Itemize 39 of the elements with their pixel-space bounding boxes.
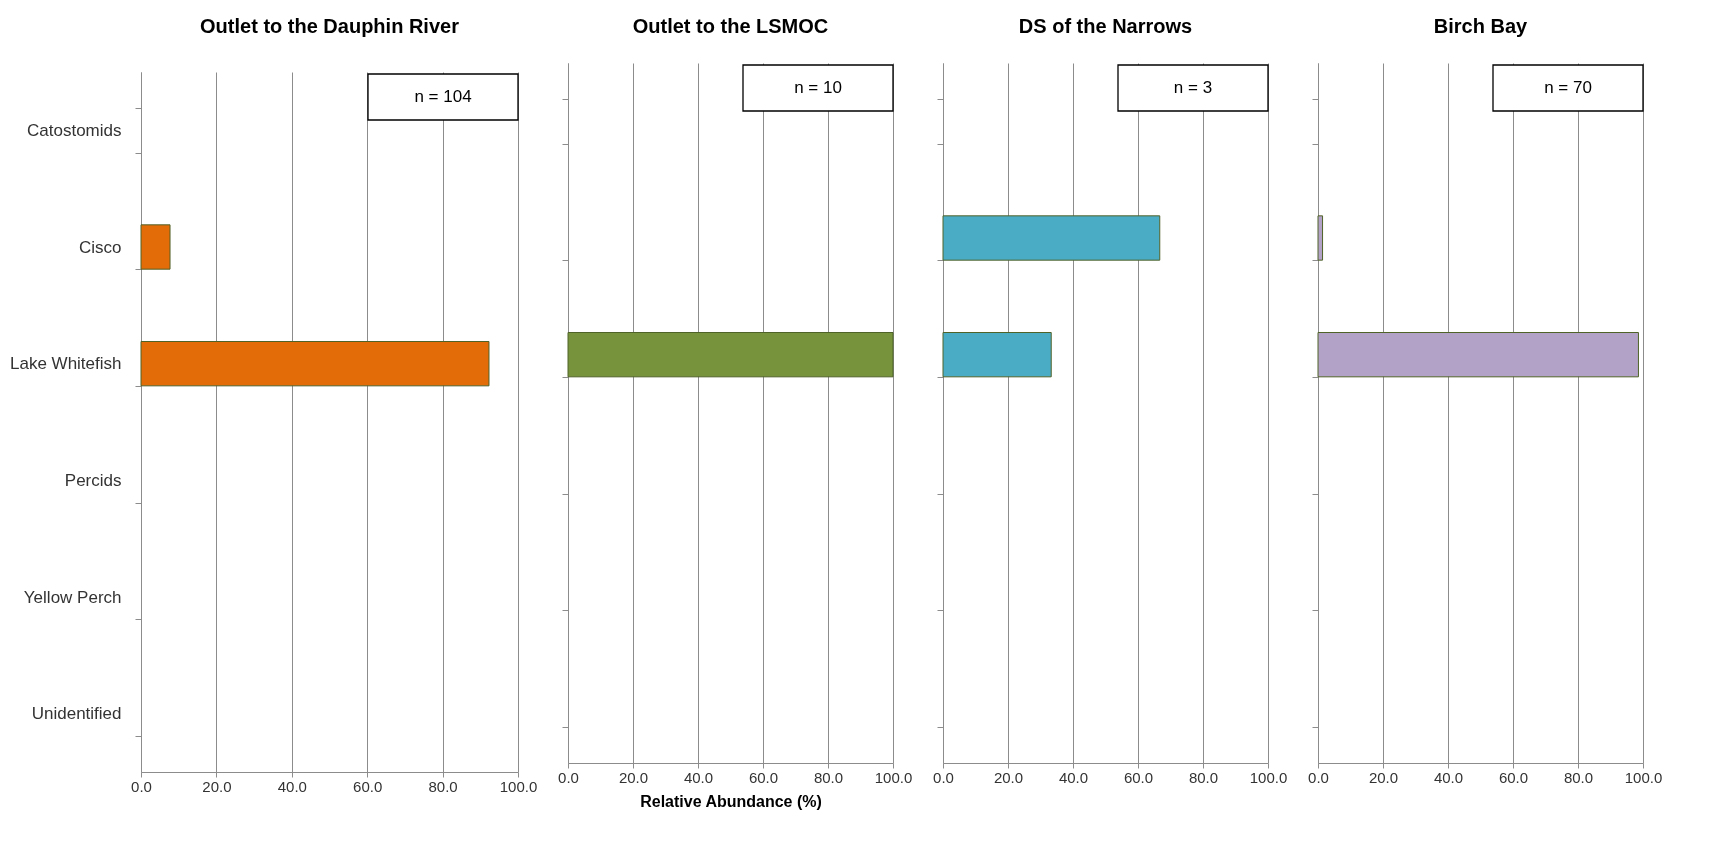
x-tick-label: 100.0: [1624, 768, 1663, 786]
chart-title: Outlet to the Dauphin River: [200, 15, 460, 37]
x-tick-label: 40.0: [683, 768, 714, 786]
annotation: n = 70: [1544, 78, 1592, 97]
x-tick-label: 60.0: [748, 768, 779, 786]
x-tick-label: 0.0: [558, 768, 579, 786]
annotation: n = 104: [414, 87, 472, 106]
annotation: n = 10: [794, 78, 842, 97]
x-tick-label: 60.0: [353, 777, 383, 795]
y-tick-label: Percids: [64, 470, 122, 490]
annotation: n = 3: [1173, 78, 1213, 97]
x-tick-label: 100.0: [874, 768, 913, 786]
x-tick-label: 60.0: [1498, 768, 1529, 786]
x-tick-label: 60.0: [1123, 768, 1154, 786]
x-tick-label: 100.0: [1249, 768, 1288, 786]
x-tick-label: 20.0: [618, 768, 649, 786]
x-tick-label: 20.0: [202, 777, 232, 795]
x-tick-label: 20.0: [1368, 768, 1399, 786]
chart-title: Outlet to the LSMOC: [632, 15, 829, 37]
x-tick-label: 40.0: [277, 777, 307, 795]
y-tick-label: Yellow Perch: [23, 587, 122, 607]
x-tick-label: 20.0: [993, 768, 1024, 786]
x-tick-label: 100.0: [499, 777, 538, 795]
y-tick-label: Cisco: [78, 237, 122, 257]
x-tick-label: 80.0: [813, 768, 844, 786]
chart-title: DS of the Narrows: [1018, 15, 1193, 37]
x-tick-label: 80.0: [428, 777, 458, 795]
x-tick-label: 40.0: [1433, 768, 1464, 786]
x-tick-label: 0.0: [131, 777, 152, 795]
y-tick-label: Unidentified: [31, 704, 122, 724]
chart-title: Birch Bay: [1433, 15, 1529, 37]
y-tick-label: Lake Whitefish: [10, 354, 122, 374]
x-tick-label: 0.0: [1308, 768, 1329, 786]
x-tick-label: 0.0: [933, 768, 954, 786]
y-tick-label: Catostomids: [27, 120, 122, 140]
x-tick-label: 80.0: [1563, 768, 1594, 786]
x-axis-title: Relative Abundance (%): [640, 792, 822, 810]
x-tick-label: 80.0: [1188, 768, 1219, 786]
x-tick-label: 40.0: [1058, 768, 1089, 786]
